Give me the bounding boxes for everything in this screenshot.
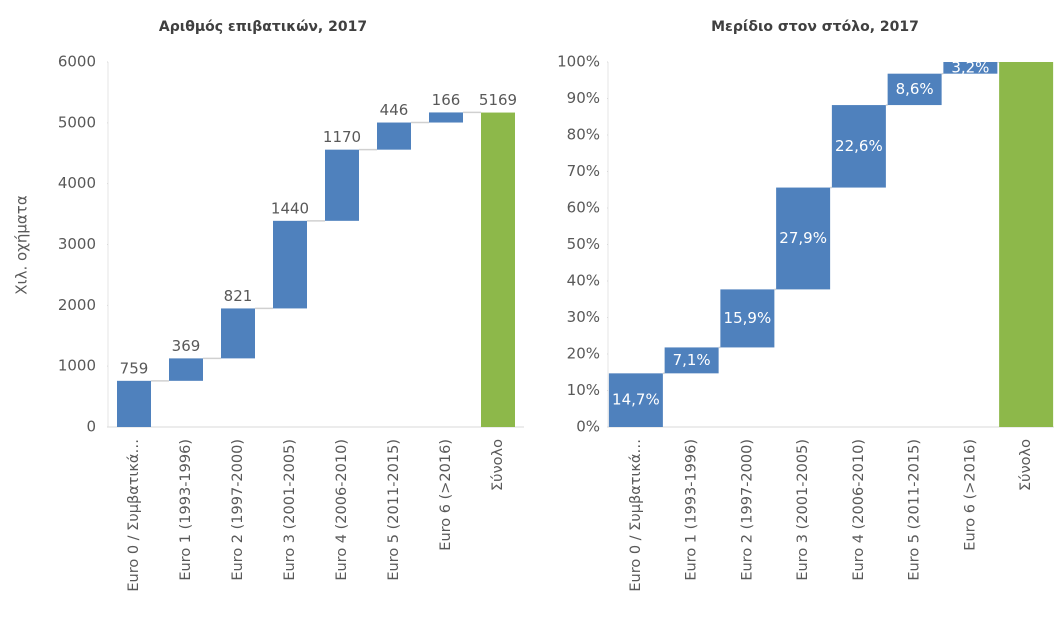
data-label: 14,7% xyxy=(612,391,660,409)
bar xyxy=(943,62,998,74)
bars xyxy=(608,62,1054,427)
data-label: 15,9% xyxy=(724,309,772,327)
data-label: 821 xyxy=(224,287,253,305)
data-label: 759 xyxy=(120,359,149,377)
y-tick-label: 90% xyxy=(567,89,600,107)
x-tick-label: Euro 6 (>2016) xyxy=(438,439,454,551)
data-label: 8,6% xyxy=(896,80,934,98)
y-tick-label: 30% xyxy=(567,308,600,326)
y-axis-label: Χιλ. οχήματα xyxy=(13,195,31,295)
bar xyxy=(429,112,463,123)
data-label: 1170 xyxy=(323,128,361,146)
x-tick-label: Euro 0 / Συμβατικά… xyxy=(126,439,142,592)
x-tick-label: Euro 2 (1997-2000) xyxy=(230,439,246,581)
bar xyxy=(608,373,663,427)
x-tick-label: Euro 5 (2011-2015) xyxy=(386,439,402,581)
y-tick-label: 4000 xyxy=(58,174,96,192)
x-tick-label: Euro 4 (2006-2010) xyxy=(851,439,867,581)
y-tick-label: 2000 xyxy=(58,296,96,314)
data-label: 369 xyxy=(172,337,201,355)
bar xyxy=(117,380,151,427)
x-tick-label: Σύνολο xyxy=(490,439,506,491)
y-tick-label: 0 xyxy=(86,418,96,436)
bars xyxy=(117,111,515,428)
bar xyxy=(999,62,1054,427)
data-label: 3,2% xyxy=(951,58,989,76)
x-tick-label: Euro 6 (>2016) xyxy=(962,439,978,551)
x-tick-label: Euro 5 (2011-2015) xyxy=(907,439,923,581)
bar xyxy=(720,289,775,348)
bar xyxy=(325,149,359,221)
data-label: 166 xyxy=(432,91,461,109)
y-tick-label: 3000 xyxy=(58,235,96,253)
bar xyxy=(481,112,515,428)
bar xyxy=(776,187,831,290)
y-tick-label: 80% xyxy=(567,126,600,144)
bar xyxy=(273,220,307,309)
x-tick-label: Σύνολο xyxy=(1018,439,1034,491)
bar xyxy=(221,308,255,359)
y-tick-label: 1000 xyxy=(58,357,96,375)
data-label: 5169 xyxy=(479,91,517,109)
x-tick-label: Euro 3 (2001-2005) xyxy=(795,439,811,581)
y-tick-label: 100% xyxy=(557,53,600,71)
data-label: 22,6% xyxy=(835,137,883,155)
x-tick-label: Euro 3 (2001-2005) xyxy=(282,439,298,581)
bar xyxy=(169,358,203,381)
data-label: 27,9% xyxy=(779,229,827,247)
y-tick-label: 70% xyxy=(567,162,600,180)
y-tick-label: 5000 xyxy=(58,113,96,131)
y-tick-label: 40% xyxy=(567,272,600,290)
data-label: 1440 xyxy=(271,199,309,217)
bar xyxy=(664,347,719,374)
chart-title: Αριθμός επιβατικών, 2017 xyxy=(159,19,367,35)
y-tick-label: 10% xyxy=(567,381,600,399)
x-tick-label: Euro 0 / Συμβατικά… xyxy=(628,439,644,592)
bar xyxy=(377,122,411,150)
x-tick-label: Euro 1 (1993-1996) xyxy=(178,439,194,581)
y-tick-label: 0% xyxy=(576,418,600,436)
x-tick-label: Euro 4 (2006-2010) xyxy=(334,439,350,581)
y-tick-label: 50% xyxy=(567,235,600,253)
data-label: 7,1% xyxy=(673,351,711,369)
y-tick-label: 20% xyxy=(567,345,600,363)
chart-title: Μερίδιο στον στόλο, 2017 xyxy=(711,19,919,35)
bar xyxy=(887,73,942,106)
y-tick-label: 6000 xyxy=(58,53,96,71)
bar xyxy=(831,105,886,188)
y-tick-label: 60% xyxy=(567,199,600,217)
data-label: 446 xyxy=(380,101,409,119)
x-tick-label: Euro 2 (1997-2000) xyxy=(739,439,755,581)
x-tick-label: Euro 1 (1993-1996) xyxy=(684,439,700,581)
